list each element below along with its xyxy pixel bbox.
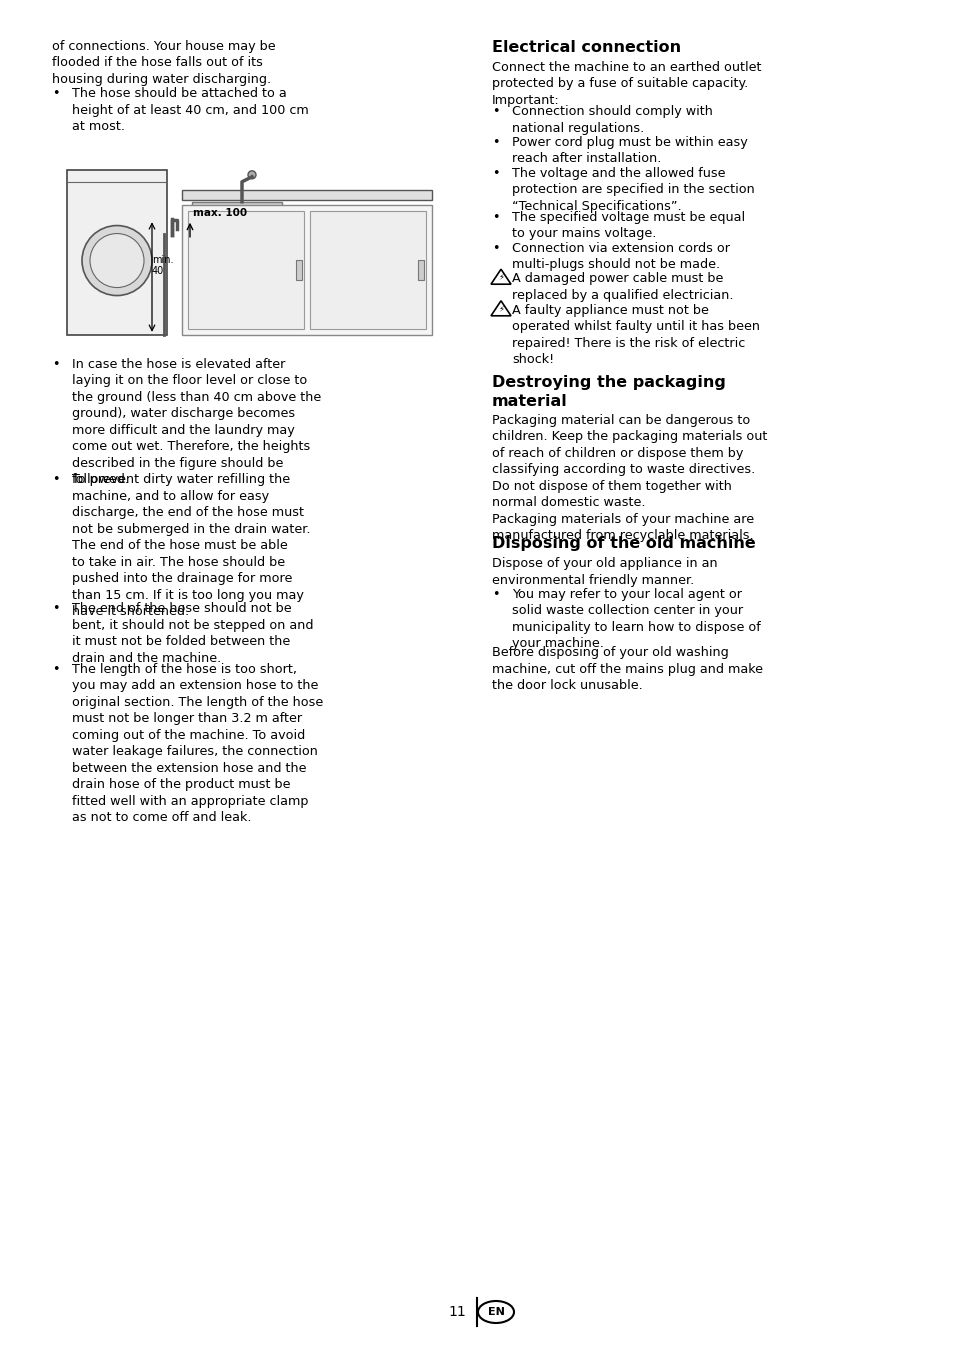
Text: •: • <box>492 241 499 255</box>
Text: To prevent dirty water refilling the
machine, and to allow for easy
discharge, t: To prevent dirty water refilling the mac… <box>71 473 310 619</box>
Text: Dispose of your old appliance in an
environmental friendly manner.: Dispose of your old appliance in an envi… <box>492 558 717 586</box>
Polygon shape <box>491 269 511 284</box>
Text: Packaging material can be dangerous to
children. Keep the packaging materials ou: Packaging material can be dangerous to c… <box>492 414 766 543</box>
Text: The length of the hose is too short,
you may add an extension hose to the
origin: The length of the hose is too short, you… <box>71 662 323 825</box>
FancyBboxPatch shape <box>67 169 167 334</box>
Text: of connections. Your house may be
flooded if the hose falls out of its
housing d: of connections. Your house may be floode… <box>52 41 275 87</box>
Bar <box>417 260 423 280</box>
Text: The hose should be attached to a
height of at least 40 cm, and 100 cm
at most.: The hose should be attached to a height … <box>71 88 309 134</box>
Text: The end of the hose should not be
bent, it should not be stepped on and
it must : The end of the hose should not be bent, … <box>71 603 314 665</box>
Text: A faulty appliance must not be
operated whilst faulty until it has been
repaired: A faulty appliance must not be operated … <box>512 303 760 367</box>
Text: ⚡: ⚡ <box>497 272 503 282</box>
Text: •: • <box>52 473 59 486</box>
Text: •: • <box>52 662 59 676</box>
Text: •: • <box>492 106 499 118</box>
Text: min.
40: min. 40 <box>152 255 173 276</box>
Text: •: • <box>52 88 59 100</box>
Bar <box>182 190 432 200</box>
Text: You may refer to your local agent or
solid waste collection center in your
munic: You may refer to your local agent or sol… <box>512 588 760 650</box>
Text: Before disposing of your old washing
machine, cut off the mains plug and make
th: Before disposing of your old washing mac… <box>492 646 762 692</box>
Text: Power cord plug must be within easy
reach after installation.: Power cord plug must be within easy reac… <box>512 135 747 165</box>
Text: •: • <box>492 588 499 601</box>
Text: •: • <box>492 167 499 180</box>
Polygon shape <box>491 301 511 315</box>
Text: •: • <box>492 211 499 223</box>
Text: 11: 11 <box>448 1305 465 1319</box>
Text: max. 100: max. 100 <box>193 207 247 218</box>
Circle shape <box>248 171 255 179</box>
Text: Connect the machine to an earthed outlet
protected by a fuse of suitable capacit: Connect the machine to an earthed outlet… <box>492 61 760 107</box>
Bar <box>188 211 304 329</box>
Bar <box>310 211 426 329</box>
Text: ⚡: ⚡ <box>497 305 503 313</box>
Text: Connection should comply with
national regulations.: Connection should comply with national r… <box>512 106 712 135</box>
Bar <box>295 260 302 280</box>
Text: •: • <box>52 603 59 616</box>
Text: Destroying the packaging
material: Destroying the packaging material <box>492 375 725 409</box>
Text: •: • <box>52 357 59 371</box>
Ellipse shape <box>477 1301 514 1323</box>
Circle shape <box>90 233 144 287</box>
Text: The voltage and the allowed fuse
protection are specified in the section
“Techni: The voltage and the allowed fuse protect… <box>512 167 754 213</box>
Text: The specified voltage must be equal
to your mains voltage.: The specified voltage must be equal to y… <box>512 211 744 241</box>
Circle shape <box>82 226 152 295</box>
Bar <box>192 202 282 227</box>
Bar <box>182 204 432 334</box>
Text: •: • <box>492 135 499 149</box>
Text: EN: EN <box>487 1307 504 1317</box>
Text: Connection via extension cords or
multi-plugs should not be made.: Connection via extension cords or multi-… <box>512 241 729 271</box>
Text: Electrical connection: Electrical connection <box>492 41 680 56</box>
Text: In case the hose is elevated after
laying it on the floor level or close to
the : In case the hose is elevated after layin… <box>71 357 321 486</box>
Text: A damaged power cable must be
replaced by a qualified electrician.: A damaged power cable must be replaced b… <box>512 272 733 302</box>
Text: Disposing of the old machine: Disposing of the old machine <box>492 536 755 551</box>
